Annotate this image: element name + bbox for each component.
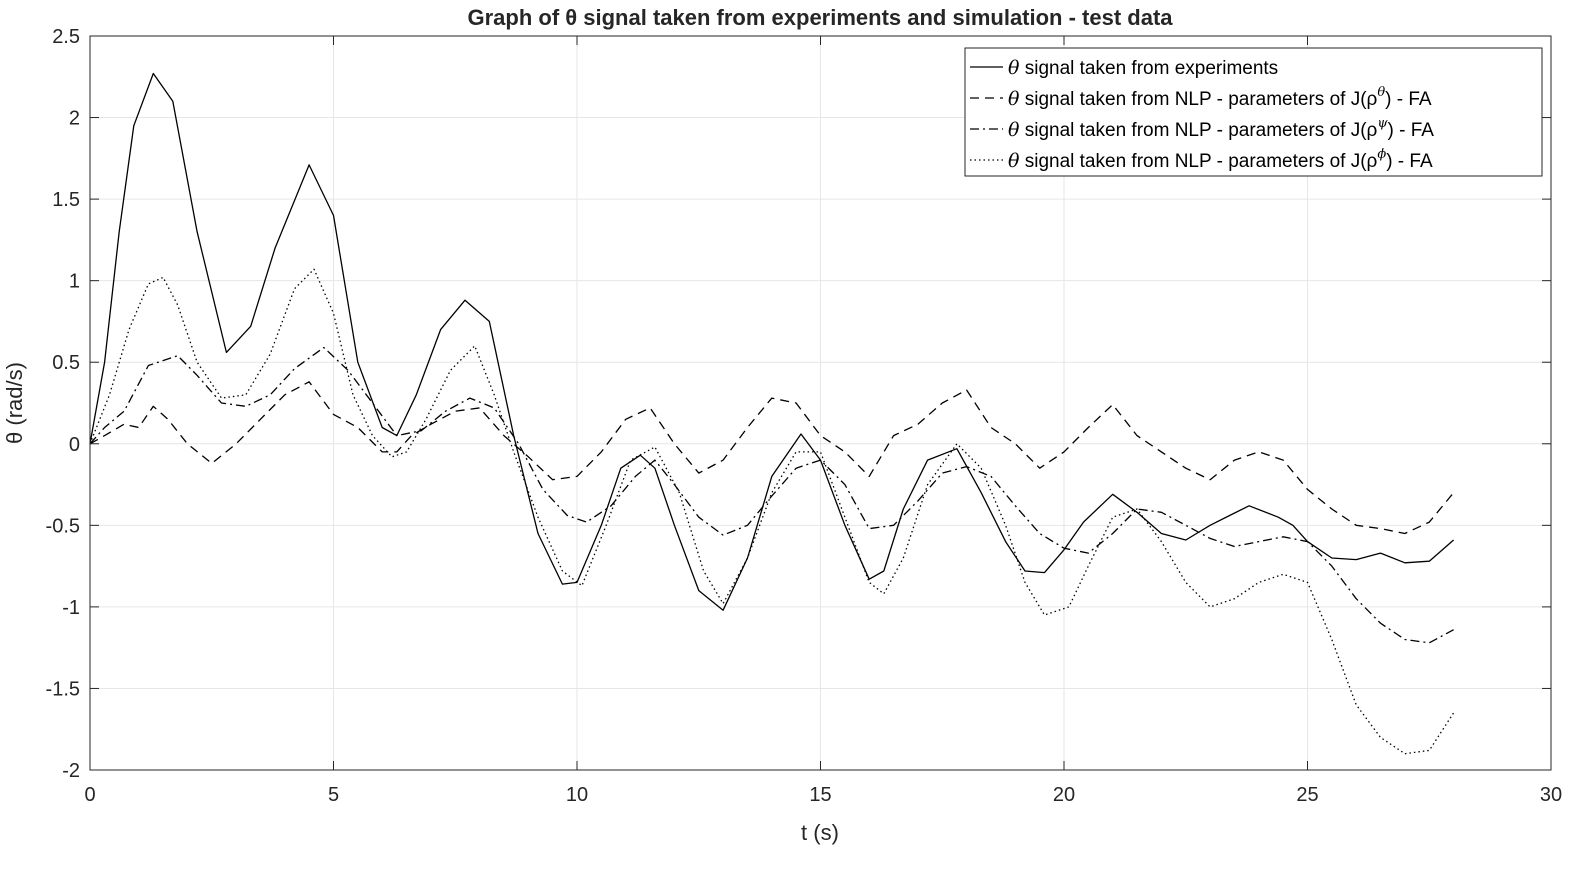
y-tick-label: 2 (69, 108, 80, 130)
legend-entry-text: signal taken from NLP - parameters of J(… (1019, 151, 1377, 172)
y-axis-label: θ (rad/s) (2, 362, 27, 444)
legend-entry-label: θ signal taken from NLP - parameters of … (1008, 147, 1433, 172)
legend-superscript: θ (1377, 85, 1385, 100)
legend-entry-text: signal taken from experiments (1019, 58, 1278, 79)
legend-superscript: ϕ (1377, 147, 1386, 162)
legend-entry-text: signal taken from NLP - parameters of J(… (1019, 89, 1377, 110)
y-tick-label: 0 (69, 434, 80, 456)
y-tick-label: 1 (69, 271, 80, 293)
legend-theta-symbol: θ (1008, 150, 1020, 172)
y-tick-label: 0.5 (52, 352, 80, 374)
x-tick-label: 10 (566, 784, 588, 806)
legend-theta-symbol: θ (1008, 119, 1020, 141)
legend-entry-tail: ) - FA (1385, 89, 1432, 110)
legend-theta-symbol: θ (1008, 88, 1020, 110)
legend-entry-label: θ signal taken from NLP - parameters of … (1008, 116, 1434, 141)
x-tick-label: 20 (1053, 784, 1075, 806)
legend-entry-text: signal taken from NLP - parameters of J(… (1019, 120, 1377, 141)
x-tick-label: 5 (328, 784, 339, 806)
y-tick-label: 2.5 (52, 26, 80, 48)
series-nlp-rho-phi-line (89, 268, 1455, 755)
legend-entry-label: θ signal taken from experiments (1008, 57, 1278, 79)
series-nlp-rho-psi-line (89, 346, 1454, 644)
y-tick-label: -2 (62, 760, 80, 782)
series-nlp-rho-theta-line (89, 381, 1455, 535)
series-layer (89, 72, 1455, 755)
x-tick-label: 0 (84, 784, 95, 806)
legend-box (964, 47, 1543, 177)
y-tick-label: -0.5 (46, 515, 80, 537)
series-experiments-line (89, 72, 1455, 611)
x-tick-label: 25 (1296, 784, 1318, 806)
y-tick-label: 1.5 (52, 189, 80, 211)
legend-theta-symbol: θ (1008, 57, 1020, 79)
tick-layer (89, 35, 1552, 771)
legend-entry-tail: ) - FA (1388, 120, 1435, 141)
legend-entry-tail: ) - FA (1386, 151, 1433, 172)
tick-label-layer: 0 5 10 15 20 25 30 -2 -1.5 -1 -0.5 0 0.5 1 1.5 2 2.5 (46, 26, 1563, 806)
x-axis-label: t (s) (801, 820, 839, 845)
y-tick-label: -1.5 (46, 678, 80, 700)
x-tick-label: 15 (809, 784, 831, 806)
y-tick-label: -1 (62, 597, 80, 619)
legend-superscript: ψ (1377, 116, 1388, 131)
x-tick-label: 30 (1540, 784, 1562, 806)
legend-entry-label: θ signal taken from NLP - parameters of … (1008, 85, 1432, 110)
chart-title: Graph of θ signal taken from experiments… (467, 5, 1173, 30)
